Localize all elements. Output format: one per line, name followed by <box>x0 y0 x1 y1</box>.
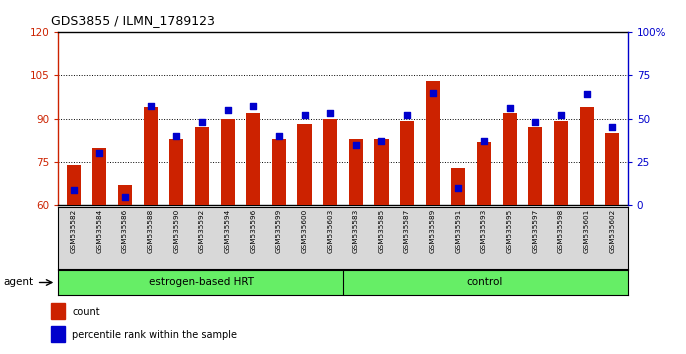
Text: GSM535602: GSM535602 <box>609 209 615 253</box>
Point <box>274 133 285 139</box>
Point <box>427 90 438 96</box>
Point <box>376 138 387 144</box>
Bar <box>51 303 65 320</box>
Bar <box>272 139 286 205</box>
Bar <box>169 139 183 205</box>
Text: GSM535595: GSM535595 <box>507 209 512 253</box>
Text: agent: agent <box>3 278 34 287</box>
Bar <box>580 107 593 205</box>
Point <box>479 138 490 144</box>
Text: GSM535587: GSM535587 <box>404 209 410 253</box>
Bar <box>477 142 491 205</box>
Point <box>68 187 79 193</box>
Text: GSM535601: GSM535601 <box>584 209 590 253</box>
Point <box>556 112 567 118</box>
Text: GDS3855 / ILMN_1789123: GDS3855 / ILMN_1789123 <box>51 14 215 27</box>
Text: percentile rank within the sample: percentile rank within the sample <box>72 330 237 340</box>
Bar <box>426 81 440 205</box>
Point <box>119 194 130 200</box>
Point <box>299 112 310 118</box>
Point <box>401 112 412 118</box>
Bar <box>323 119 338 205</box>
Text: GSM535599: GSM535599 <box>276 209 282 253</box>
Text: GSM535598: GSM535598 <box>558 209 564 253</box>
Point <box>248 104 259 109</box>
Bar <box>195 127 209 205</box>
Point <box>145 104 156 109</box>
Bar <box>451 168 466 205</box>
Point <box>171 133 182 139</box>
Bar <box>143 107 158 205</box>
Text: GSM535596: GSM535596 <box>250 209 257 253</box>
Text: GSM535588: GSM535588 <box>147 209 154 253</box>
Bar <box>93 148 106 205</box>
Point <box>581 91 592 97</box>
Point <box>196 119 207 125</box>
Text: control: control <box>466 278 502 287</box>
Text: GSM535603: GSM535603 <box>327 209 333 253</box>
Bar <box>67 165 81 205</box>
Text: GSM535585: GSM535585 <box>379 209 384 253</box>
Text: GSM535584: GSM535584 <box>96 209 102 253</box>
Text: GSM535589: GSM535589 <box>429 209 436 253</box>
Bar <box>554 121 568 205</box>
Point <box>607 124 618 130</box>
Bar <box>348 139 363 205</box>
Text: GSM535582: GSM535582 <box>71 209 77 253</box>
Point <box>94 150 105 156</box>
Bar <box>51 326 65 343</box>
Text: GSM535594: GSM535594 <box>224 209 230 253</box>
Point <box>504 105 515 111</box>
Bar <box>298 124 311 205</box>
Text: GSM535592: GSM535592 <box>199 209 205 253</box>
Point <box>222 107 233 113</box>
Point <box>530 119 541 125</box>
Text: GSM535597: GSM535597 <box>532 209 539 253</box>
Point <box>453 185 464 191</box>
Bar <box>118 185 132 205</box>
Text: GSM535600: GSM535600 <box>302 209 307 253</box>
Bar <box>220 119 235 205</box>
Bar <box>400 121 414 205</box>
Point <box>324 110 335 116</box>
Text: GSM535590: GSM535590 <box>174 209 179 253</box>
Bar <box>503 113 517 205</box>
Text: GSM535583: GSM535583 <box>353 209 359 253</box>
Bar <box>605 133 619 205</box>
Text: GSM535591: GSM535591 <box>456 209 462 253</box>
Text: GSM535593: GSM535593 <box>481 209 487 253</box>
Text: count: count <box>72 307 99 317</box>
Bar <box>246 113 260 205</box>
Point <box>351 142 362 147</box>
Text: estrogen-based HRT: estrogen-based HRT <box>150 278 255 287</box>
Bar <box>375 139 388 205</box>
Text: GSM535586: GSM535586 <box>122 209 128 253</box>
Bar <box>528 127 543 205</box>
